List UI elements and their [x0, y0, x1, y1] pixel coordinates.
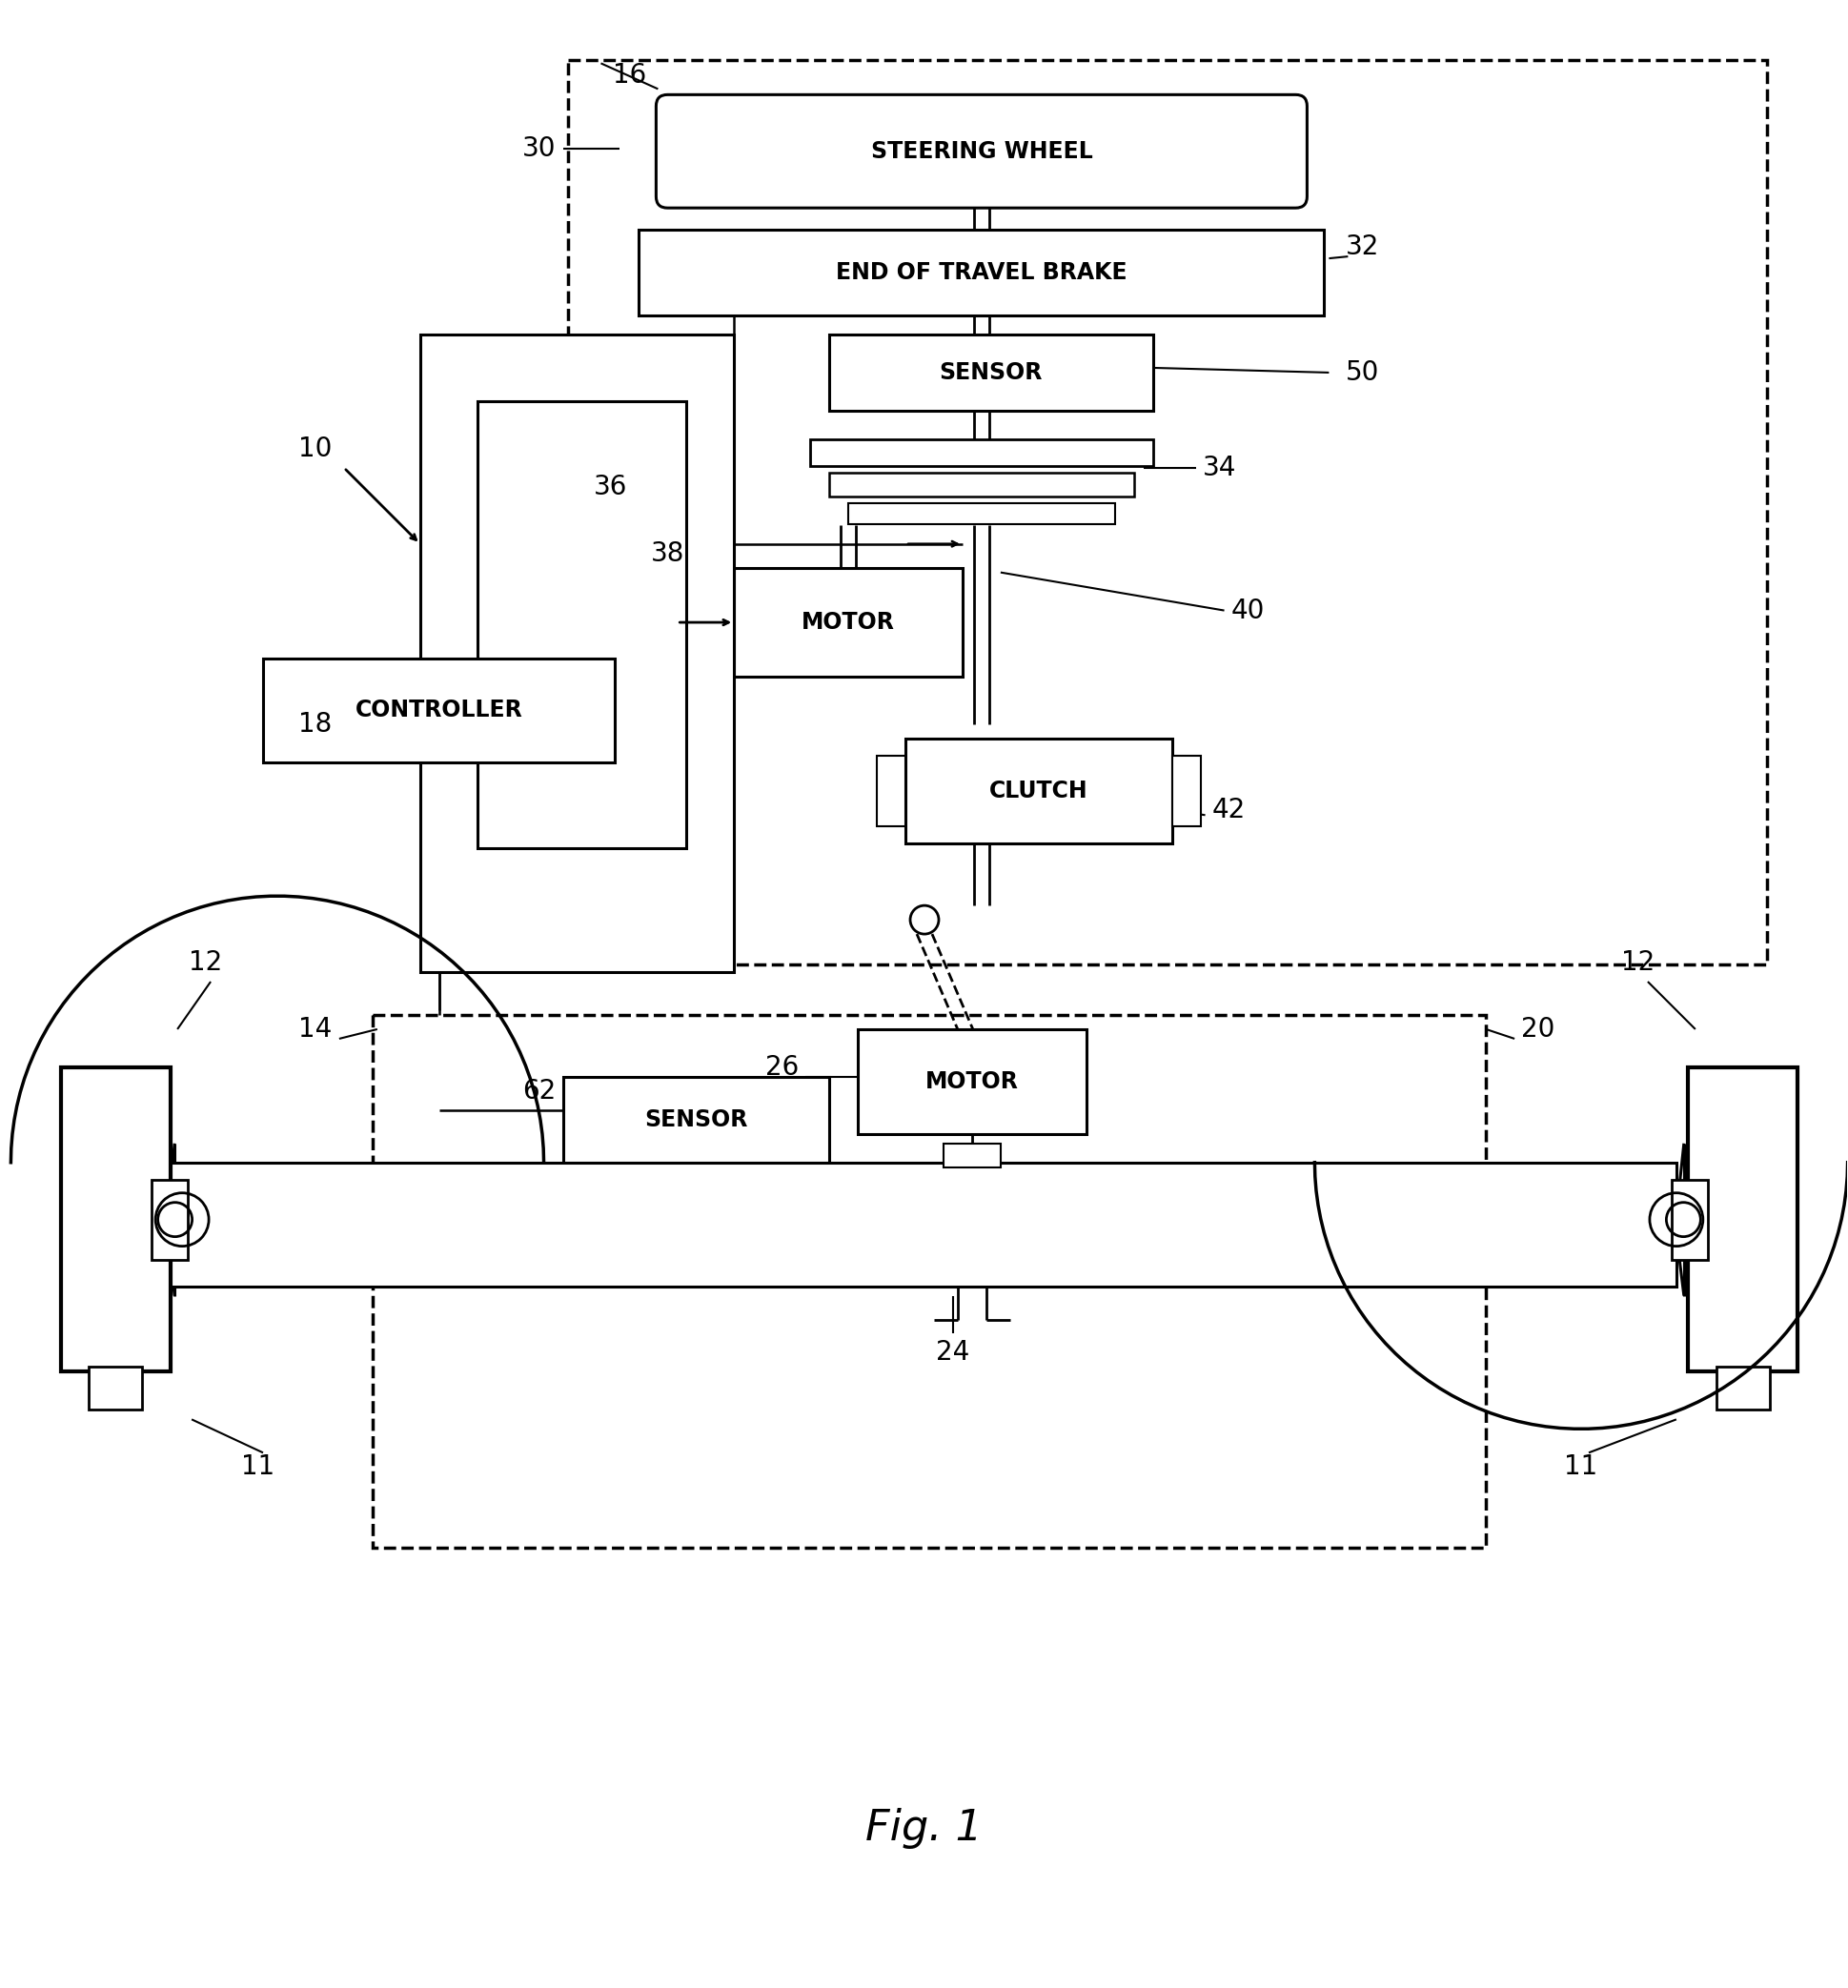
- Text: 50: 50: [1345, 360, 1379, 386]
- Text: 62: 62: [523, 1077, 556, 1105]
- Bar: [373, 1016, 1486, 1549]
- Text: 34: 34: [1203, 455, 1236, 481]
- Text: 42: 42: [1212, 797, 1246, 823]
- Bar: [477, 402, 687, 849]
- Text: 26: 26: [765, 1054, 798, 1081]
- Text: MOTOR: MOTOR: [802, 610, 894, 634]
- Text: 12: 12: [188, 948, 224, 976]
- Bar: [944, 1143, 1000, 1167]
- Bar: [809, 439, 1153, 465]
- Bar: [419, 334, 734, 972]
- Text: STEERING WHEEL: STEERING WHEEL: [870, 139, 1092, 163]
- Text: 14: 14: [299, 1016, 333, 1042]
- Text: 30: 30: [523, 135, 556, 163]
- Text: 10: 10: [299, 435, 333, 461]
- Bar: [857, 1030, 1087, 1133]
- Text: 16: 16: [614, 62, 647, 89]
- Text: 18: 18: [299, 712, 333, 738]
- Bar: [1672, 1179, 1708, 1260]
- Bar: [168, 1163, 1676, 1286]
- Bar: [734, 569, 963, 678]
- Text: 12: 12: [1621, 948, 1656, 976]
- Text: END OF TRAVEL BRAKE: END OF TRAVEL BRAKE: [835, 260, 1127, 284]
- Text: CONTROLLER: CONTROLLER: [355, 700, 523, 722]
- Text: SENSOR: SENSOR: [939, 362, 1042, 384]
- Bar: [1717, 1368, 1770, 1409]
- Text: SENSOR: SENSOR: [645, 1107, 748, 1131]
- FancyBboxPatch shape: [656, 95, 1307, 209]
- Bar: [639, 231, 1325, 316]
- Text: CLUTCH: CLUTCH: [989, 779, 1088, 803]
- Text: 36: 36: [593, 473, 626, 501]
- Text: 11: 11: [242, 1453, 275, 1481]
- Text: Fig. 1: Fig. 1: [865, 1809, 983, 1849]
- Text: 40: 40: [1231, 596, 1264, 624]
- Bar: [848, 503, 1114, 525]
- Text: 24: 24: [937, 1340, 970, 1366]
- Bar: [564, 1077, 830, 1163]
- Text: MOTOR: MOTOR: [926, 1070, 1018, 1093]
- Bar: [89, 1368, 142, 1409]
- Bar: [906, 740, 1172, 843]
- Bar: [567, 60, 1767, 964]
- Bar: [152, 1179, 188, 1260]
- Bar: [61, 1068, 170, 1372]
- Bar: [1172, 755, 1201, 827]
- Bar: [878, 755, 906, 827]
- Bar: [262, 658, 615, 763]
- Text: 20: 20: [1521, 1016, 1556, 1042]
- Bar: [830, 334, 1153, 412]
- Bar: [1689, 1068, 1798, 1372]
- Text: 38: 38: [650, 541, 684, 567]
- Text: 11: 11: [1565, 1453, 1599, 1481]
- Bar: [830, 473, 1135, 497]
- Text: 32: 32: [1345, 235, 1379, 260]
